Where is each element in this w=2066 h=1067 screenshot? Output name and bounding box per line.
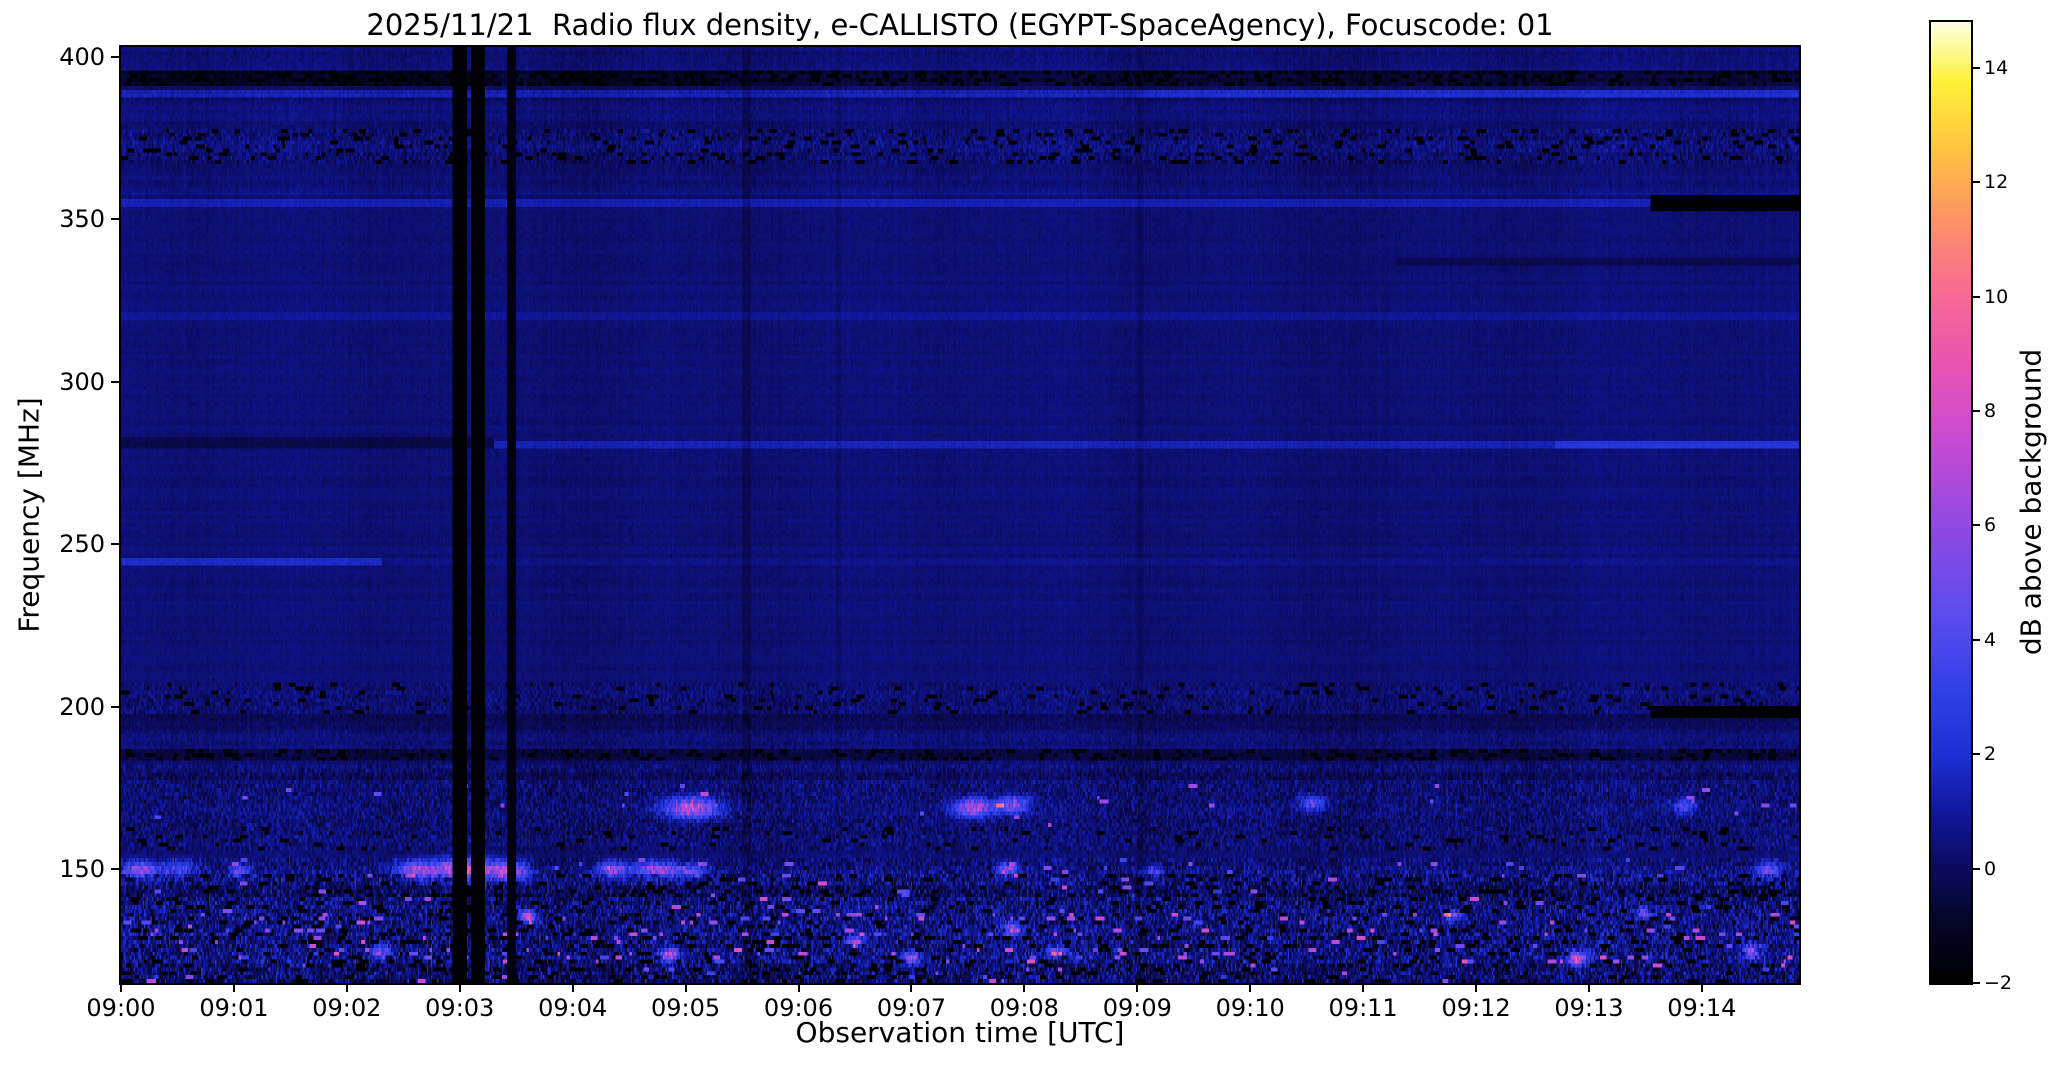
colorbar-tick-label: 6: [1984, 514, 1997, 537]
x-tick-label: 09:13: [1554, 994, 1624, 1022]
colorbar-tick-mark: [1973, 409, 1980, 412]
y-tick-mark: [111, 705, 119, 708]
colorbar-tick-mark: [1973, 524, 1980, 527]
y-tick-label: 300: [59, 367, 105, 396]
colorbar-tick-label: 2: [1984, 743, 1997, 766]
x-tick-mark: [910, 984, 913, 992]
x-tick-mark: [1587, 984, 1590, 992]
y-tick-mark: [111, 543, 119, 546]
colorbar-tick-mark: [1973, 638, 1980, 641]
colorbar-tick-label: 12: [1984, 171, 2009, 194]
y-tick-mark: [111, 380, 119, 383]
x-tick-label: 09:14: [1667, 994, 1737, 1022]
x-tick-mark: [1249, 984, 1252, 992]
x-axis-label: Observation time [UTC]: [795, 1016, 1125, 1049]
x-tick-label: 09:00: [86, 994, 156, 1022]
x-tick-label: 09:03: [425, 994, 495, 1022]
y-tick-mark: [111, 218, 119, 221]
colorbar-canvas: [1931, 22, 1971, 983]
x-tick-mark: [232, 984, 235, 992]
x-tick-label: 09:05: [651, 994, 721, 1022]
y-tick-label: 200: [59, 692, 105, 721]
x-tick-label: 09:12: [1441, 994, 1511, 1022]
spectrogram-canvas: [121, 47, 1799, 983]
colorbar-tick-mark: [1973, 181, 1980, 184]
x-tick-mark: [571, 984, 574, 992]
y-axis-label: Frequency [MHz]: [12, 397, 46, 633]
x-tick-label: 09:02: [312, 994, 382, 1022]
x-tick-mark: [120, 984, 122, 992]
x-tick-label: 09:09: [1102, 994, 1172, 1022]
x-tick-mark: [684, 984, 687, 992]
y-tick-label: 400: [59, 42, 105, 71]
x-tick-mark: [1136, 984, 1139, 992]
x-tick-label: 09:11: [1328, 994, 1398, 1022]
x-tick-label: 09:04: [538, 994, 608, 1022]
y-tick-label: 350: [59, 205, 105, 234]
x-tick-label: 09:07: [876, 994, 947, 1022]
x-tick-mark: [1475, 984, 1478, 992]
y-tick-label: 150: [59, 855, 105, 884]
x-tick-mark: [345, 984, 348, 992]
colorbar-tick-label: 4: [1984, 628, 1997, 651]
x-tick-mark: [1362, 984, 1365, 992]
colorbar-tick-label: 10: [1984, 285, 2009, 308]
colorbar-tick-mark: [1973, 295, 1980, 298]
x-tick-label: 09:01: [199, 994, 269, 1022]
y-tick-mark: [111, 55, 119, 58]
colorbar-tick-mark: [1973, 982, 1980, 984]
colorbar-tick-label: 14: [1984, 56, 2009, 79]
colorbar-label: dB above background: [2014, 348, 2048, 656]
x-tick-mark: [1023, 984, 1026, 992]
x-tick-label: 09:06: [763, 994, 834, 1022]
x-tick-mark: [458, 984, 461, 992]
colorbar-tick-label: 8: [1984, 399, 1997, 422]
x-tick-label: 09:08: [989, 994, 1059, 1022]
y-tick-label: 250: [59, 530, 105, 559]
colorbar-tick-mark: [1973, 753, 1980, 756]
colorbar-tick-label: 0: [1984, 857, 1997, 880]
colorbar-tick-label: −2: [1984, 972, 2013, 994]
y-tick-mark: [111, 868, 119, 871]
x-tick-mark: [1700, 984, 1703, 992]
colorbar-tick-mark: [1973, 66, 1980, 69]
x-tick-label: 09:10: [1215, 994, 1285, 1022]
plot-title: 2025/11/21 Radio flux density, e-CALLIST…: [366, 8, 1554, 42]
colorbar-tick-mark: [1973, 867, 1980, 870]
x-tick-mark: [797, 984, 800, 992]
